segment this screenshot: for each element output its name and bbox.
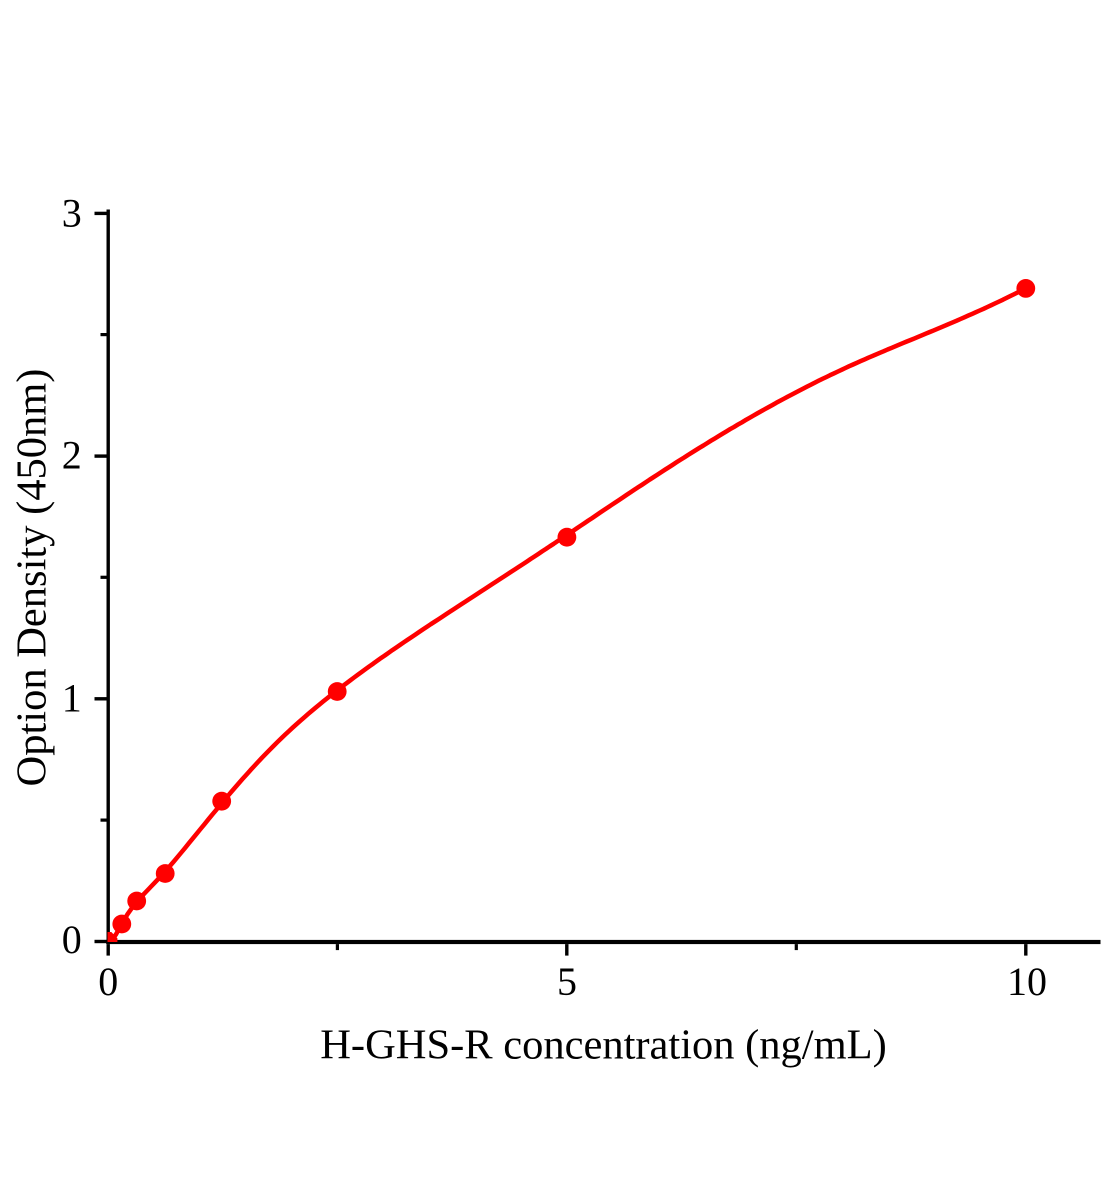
svg-text:3: 3 [62, 191, 82, 236]
svg-text:Option Density (450nm): Option Density (450nm) [9, 369, 56, 787]
svg-text:0: 0 [98, 959, 118, 1004]
svg-text:0: 0 [62, 917, 82, 962]
svg-text:1: 1 [62, 676, 82, 721]
svg-text:5: 5 [557, 959, 577, 1004]
svg-text:H-GHS-R concentration (ng/mL): H-GHS-R concentration (ng/mL) [320, 1022, 887, 1069]
svg-text:10: 10 [1007, 959, 1047, 1004]
svg-text:2: 2 [62, 432, 82, 477]
